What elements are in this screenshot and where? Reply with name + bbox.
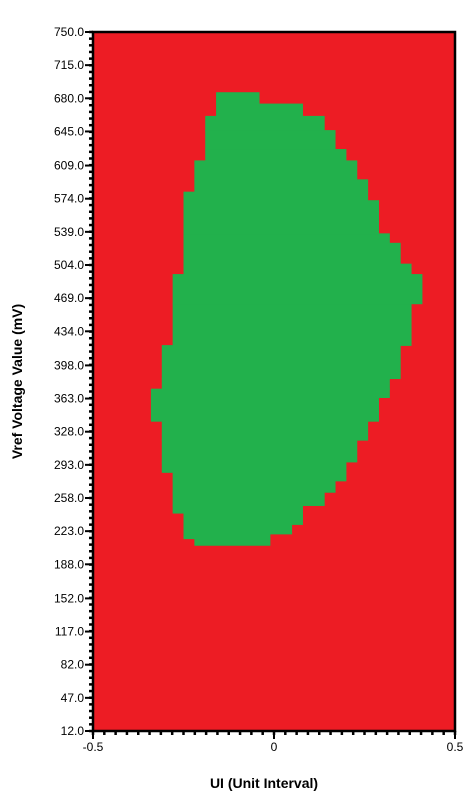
pass-row-7 <box>172 472 347 482</box>
pass-row-9 <box>161 439 358 463</box>
x-axis: -0.5 0 0.5 <box>83 731 464 754</box>
pass-row-13 <box>161 378 390 390</box>
pass-row-22 <box>194 179 369 193</box>
pass-row-1 <box>183 533 271 540</box>
x-tick-label: 0 <box>271 740 278 754</box>
pass-row-19 <box>183 233 390 244</box>
pass-row-23 <box>194 160 358 181</box>
pass-row-21 <box>183 191 369 201</box>
pass-row-5 <box>172 491 325 506</box>
y-tick-label: 293.0 <box>54 458 84 472</box>
pass-region <box>150 92 423 546</box>
pass-row-25 <box>205 130 336 150</box>
pass-row-17 <box>183 263 412 275</box>
y-tick-label: 117.0 <box>55 625 84 639</box>
pass-row-3 <box>183 512 303 525</box>
pass-row-8 <box>161 461 347 473</box>
pass-row-14 <box>161 345 401 380</box>
y-tick-label: 469.0 <box>54 291 84 305</box>
y-tick-label: 258.0 <box>54 491 84 505</box>
y-tick-label: 645.0 <box>54 124 84 138</box>
y-tick-label: 398.0 <box>54 358 84 372</box>
pass-row-11 <box>150 397 379 422</box>
pass-row-15 <box>172 303 412 346</box>
pass-row-0 <box>194 538 271 546</box>
pass-row-20 <box>183 200 379 235</box>
y-tick-label: 715.0 <box>54 58 84 72</box>
y-tick-label: 152.0 <box>54 591 84 605</box>
y-tick-label: 328.0 <box>54 425 84 439</box>
y-tick-label: 47.0 <box>61 691 85 705</box>
pass-row-27 <box>216 103 303 117</box>
pass-row-10 <box>161 420 369 441</box>
y-tick-label: 223.0 <box>54 524 84 538</box>
y-tick-label: 363.0 <box>54 392 84 406</box>
pass-row-4 <box>172 505 303 514</box>
y-tick-label: 574.0 <box>54 192 84 206</box>
y-tick-label: 750.0 <box>54 25 84 39</box>
y-tick-label: 188.0 <box>54 557 84 571</box>
y-tick-label: 504.0 <box>54 258 84 272</box>
pass-row-6 <box>172 480 336 493</box>
pass-row-28 <box>216 92 260 105</box>
y-tick-label: 609.0 <box>54 159 84 173</box>
x-tick-label: 0.5 <box>447 740 464 754</box>
x-tick-label: -0.5 <box>83 740 104 754</box>
y-axis-title: Vref Voltage Value (mV) <box>9 304 25 459</box>
pass-row-12 <box>150 388 390 399</box>
y-tick-label: 434.0 <box>54 324 84 338</box>
pass-row-2 <box>183 524 293 535</box>
y-tick-label: 539.0 <box>54 225 84 239</box>
x-axis-title: UI (Unit Interval) <box>210 775 318 791</box>
y-tick-label: 82.0 <box>61 658 85 672</box>
y-tick-label: 680.0 <box>54 91 84 105</box>
pass-row-16 <box>172 274 423 305</box>
pass-row-18 <box>183 242 401 265</box>
y-tick-label: 12.0 <box>61 724 85 738</box>
y-axis: 12.0 47.0 82.0 117.0 152.0 188.0 223.0 258.0 293… <box>54 25 93 738</box>
pass-row-26 <box>205 115 325 131</box>
pass-row-24 <box>205 149 347 162</box>
